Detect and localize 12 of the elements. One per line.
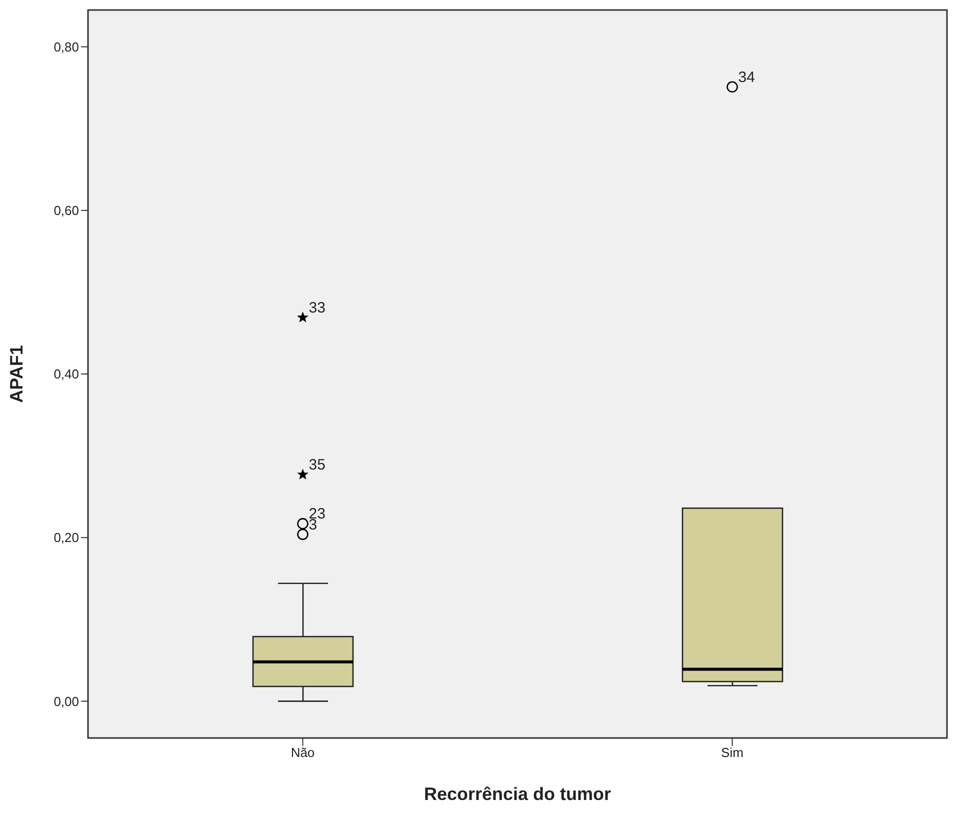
y-tick-label: 0,60: [54, 203, 79, 218]
x-axis-title: Recorrência do tumor: [424, 784, 612, 804]
x-tick-label: Sim: [721, 745, 744, 760]
y-tick-label: 0,40: [54, 366, 79, 382]
y-tick-label: 0,00: [54, 694, 79, 709]
y-tick-label: 0,80: [54, 39, 79, 54]
annotation: 34: [738, 68, 755, 86]
y-tick-label: 0,20: [54, 530, 79, 546]
x-tick-label: Não: [290, 745, 315, 760]
y-axis-title: APAF1: [6, 345, 26, 403]
annotation: 35: [308, 456, 326, 474]
annotation: 33: [308, 300, 326, 317]
